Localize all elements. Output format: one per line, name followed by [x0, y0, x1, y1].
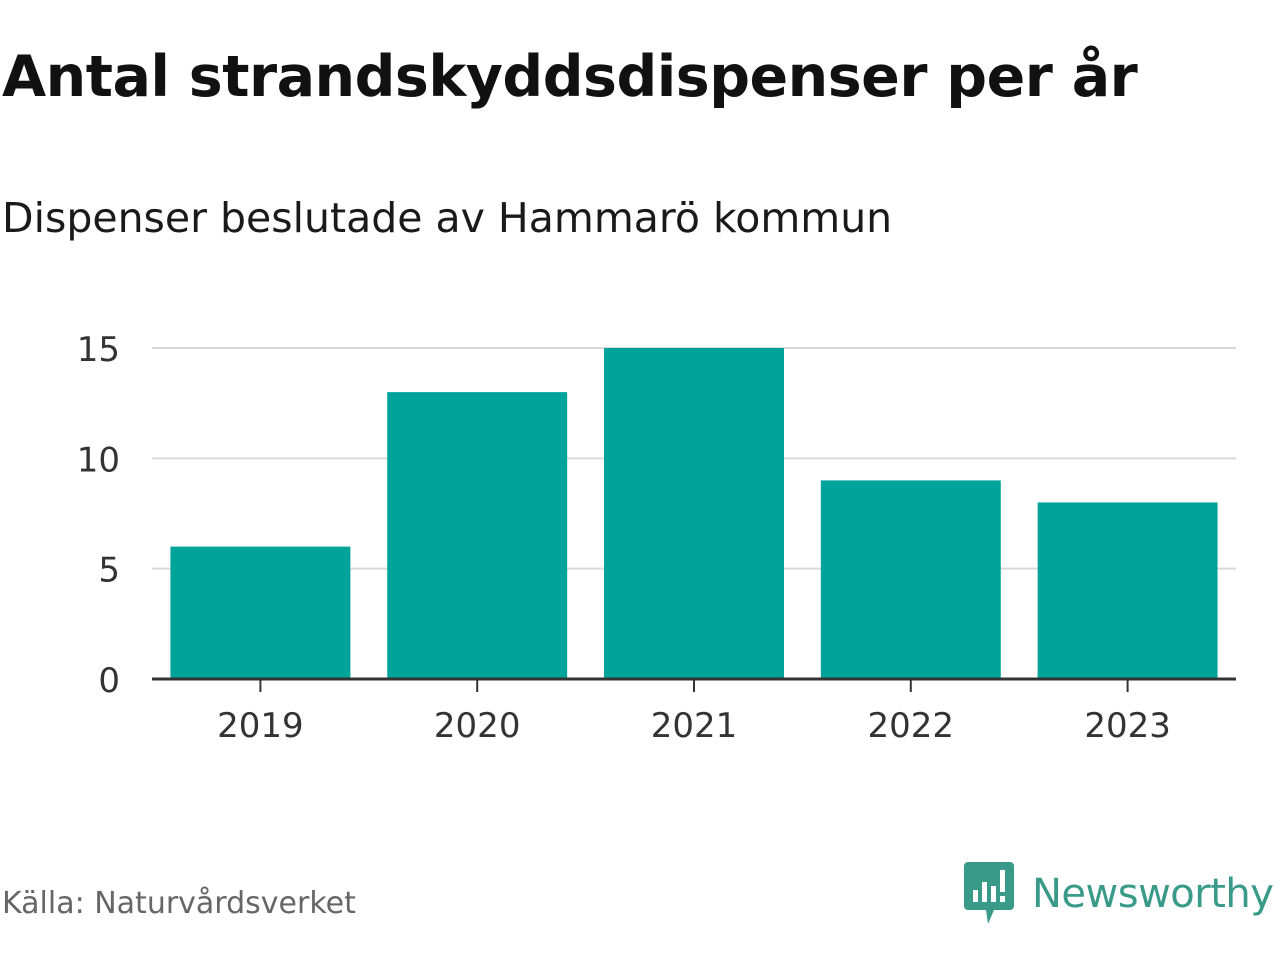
bar-2023: [1037, 502, 1218, 679]
bar-2019: [170, 546, 351, 679]
axes: [152, 677, 1236, 692]
x-tick-label-2021: 2021: [651, 706, 738, 746]
y-tick-label-5: 5: [98, 551, 120, 591]
y-tick-label-10: 10: [77, 440, 120, 480]
chart-subtitle: Dispenser beslutade av Hammarö kommun: [2, 194, 893, 242]
bar-2022: [820, 480, 1001, 679]
tick-labels: 0 5 10 15 2019 2020 2021 2022 2023: [77, 330, 1171, 746]
bars: [170, 348, 1218, 679]
bar-2020: [387, 392, 568, 679]
brand-name: Newsworthy: [1032, 871, 1274, 917]
y-tick-label-15: 15: [77, 330, 120, 370]
x-tick-label-2023: 2023: [1084, 706, 1171, 746]
newsworthy-logo-icon: [964, 862, 1014, 924]
x-tick-label-2019: 2019: [217, 706, 304, 746]
bar-2021: [604, 348, 784, 679]
x-tick-label-2020: 2020: [434, 706, 521, 746]
chart-title: Antal strandskyddsdispenser per år: [2, 44, 1138, 110]
source-note: Källa: Naturvårdsverket: [2, 886, 356, 921]
x-tick-label-2022: 2022: [868, 706, 955, 746]
y-tick-label-0: 0: [98, 661, 120, 701]
brand: Newsworthy: [964, 862, 1274, 926]
